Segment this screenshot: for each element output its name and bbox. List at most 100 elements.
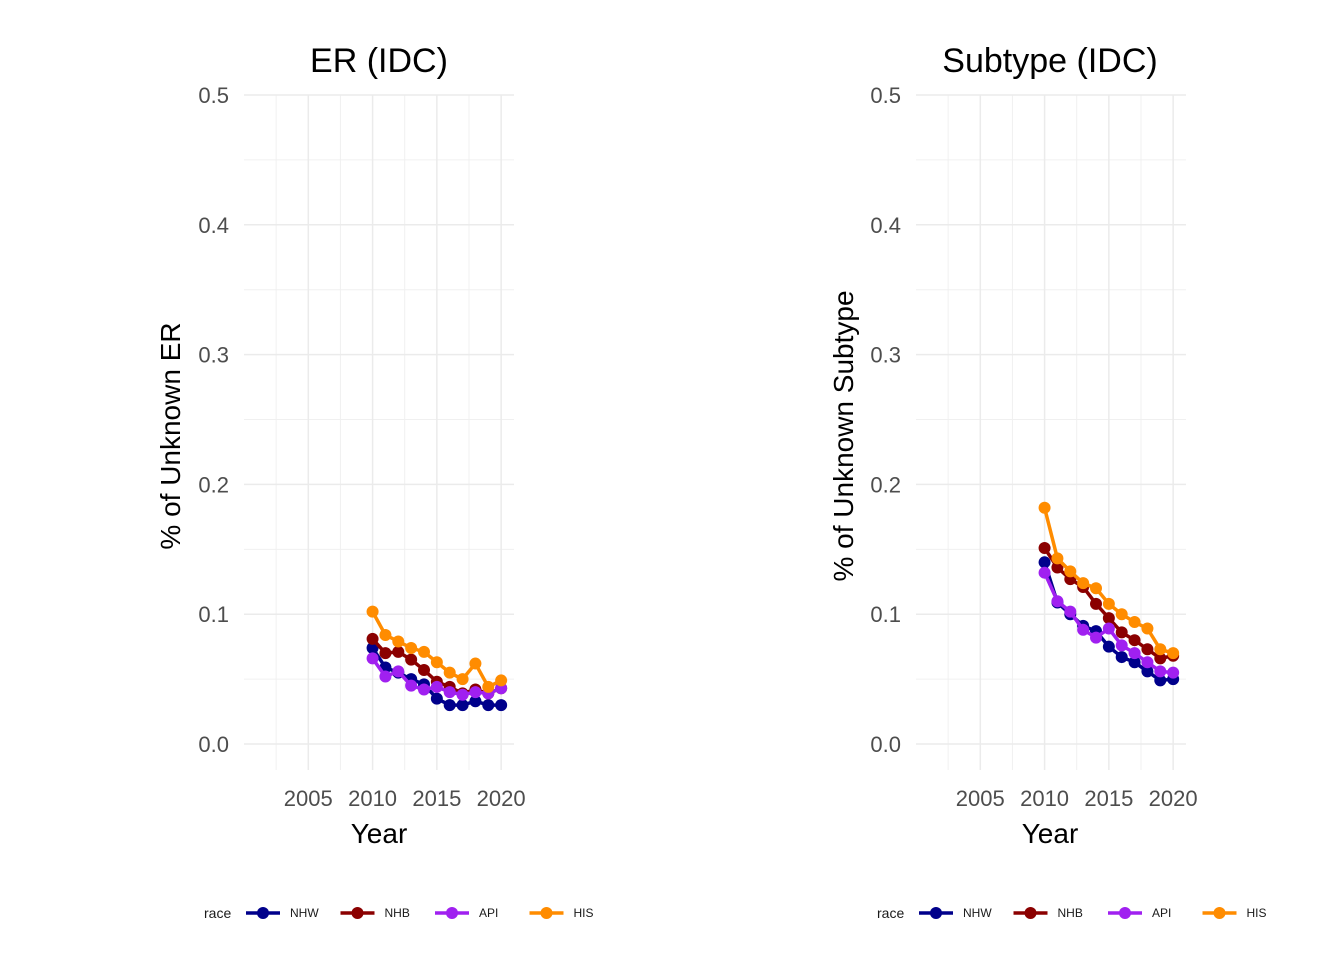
legend-label: NHW xyxy=(290,906,319,920)
y-tick-label: 0.3 xyxy=(198,343,229,368)
legend-key-marker xyxy=(351,907,364,919)
data-point xyxy=(1115,651,1128,664)
data-point xyxy=(392,665,405,678)
x-tick-label: 2020 xyxy=(1149,786,1198,811)
y-tick-label: 0.5 xyxy=(870,83,901,108)
data-point xyxy=(366,632,379,645)
y-tick-label: 0.4 xyxy=(198,213,229,238)
data-point xyxy=(1064,565,1077,578)
y-tick-label: 0.0 xyxy=(198,732,229,757)
data-point xyxy=(1090,631,1102,644)
data-point xyxy=(1038,542,1051,555)
data-point xyxy=(405,641,418,654)
legend-title: race xyxy=(877,905,904,921)
data-point xyxy=(1115,608,1128,621)
legend-key-marker xyxy=(257,907,269,919)
y-tick-label: 0.3 xyxy=(870,343,901,368)
legend-key-marker xyxy=(446,907,458,919)
data-point xyxy=(495,699,508,712)
x-axis-label: Year xyxy=(1022,818,1079,849)
data-point xyxy=(495,674,508,687)
legend-item-api: API xyxy=(435,906,498,920)
y-tick-label: 0.5 xyxy=(198,83,229,108)
data-point xyxy=(456,673,469,686)
data-point xyxy=(366,605,379,618)
chart-title: Subtype (IDC) xyxy=(942,42,1157,80)
data-point xyxy=(430,692,443,705)
x-tick-label: 2015 xyxy=(412,786,461,811)
series-his xyxy=(1038,501,1180,660)
chart-panel-1: ER (IDC) 0.0 0.1 0.2 0.3 0.4 0.5 2005 2010 2015 20… xyxy=(155,42,594,921)
data-point xyxy=(1038,556,1051,569)
legend-item-his: HIS xyxy=(1202,906,1267,920)
data-point xyxy=(1154,674,1167,687)
data-point xyxy=(379,647,392,660)
data-point xyxy=(469,657,482,670)
legend-key-marker xyxy=(1119,907,1131,919)
y-tick-label: 0.1 xyxy=(198,602,229,627)
y-tick-label: 0.4 xyxy=(870,213,901,238)
y-axis-label: % of Unknown Subtype xyxy=(828,290,859,581)
legend-item-nhb: NHB xyxy=(340,906,410,920)
y-axis-label: % of Unknown ER xyxy=(155,322,186,549)
legend-label: HIS xyxy=(574,906,594,920)
legend: race NHW NHB API HIS xyxy=(204,905,594,921)
legend-label: API xyxy=(1152,906,1171,920)
data-point xyxy=(1154,652,1167,665)
data-point xyxy=(405,653,418,666)
data-point xyxy=(1102,612,1115,625)
series-api xyxy=(1038,566,1180,679)
legend-key-marker xyxy=(930,907,942,919)
data-point xyxy=(366,652,379,665)
legend-key-marker xyxy=(1213,907,1226,919)
y-tick-label: 0.0 xyxy=(870,732,901,757)
y-tick-label: 0.1 xyxy=(870,602,901,627)
data-point xyxy=(1051,595,1064,608)
data-point xyxy=(1128,647,1141,660)
data-point xyxy=(1090,597,1102,610)
data-point xyxy=(1167,647,1180,660)
data-point xyxy=(430,680,443,693)
data-point xyxy=(1128,616,1141,629)
x-tick-label: 2005 xyxy=(284,786,333,811)
data-point xyxy=(392,635,405,648)
data-point xyxy=(443,699,456,712)
data-point xyxy=(456,699,469,712)
data-point xyxy=(443,666,456,679)
chart-title: ER (IDC) xyxy=(310,42,448,80)
data-point xyxy=(418,664,430,677)
x-tick-label: 2020 xyxy=(477,786,526,811)
data-point xyxy=(1051,561,1064,574)
legend-title: race xyxy=(204,905,231,921)
data-point xyxy=(482,680,495,693)
data-point xyxy=(456,688,469,701)
data-point xyxy=(1077,623,1090,636)
data-point xyxy=(1038,501,1051,514)
data-point xyxy=(443,686,456,699)
x-tick-label: 2010 xyxy=(1020,786,1069,811)
legend-label: NHW xyxy=(963,906,992,920)
data-point xyxy=(1141,665,1154,678)
y-tick-label: 0.2 xyxy=(198,472,229,497)
y-tick-label: 0.2 xyxy=(870,472,901,497)
data-point xyxy=(379,670,392,683)
data-point xyxy=(1167,666,1180,679)
legend: race NHW NHB API HIS xyxy=(877,905,1267,921)
data-point xyxy=(1141,643,1154,656)
legend-label: NHB xyxy=(1058,906,1083,920)
x-tick-label: 2010 xyxy=(348,786,397,811)
data-point xyxy=(1064,605,1077,618)
legend-key-marker xyxy=(540,907,553,919)
legend-item-his: HIS xyxy=(529,906,594,920)
data-point xyxy=(1102,597,1115,610)
series-his xyxy=(366,605,508,693)
x-axis-label: Year xyxy=(351,818,408,849)
data-point xyxy=(1115,626,1128,639)
chart-panel-2: Subtype (IDC) 0.0 0.1 0.2 0.3 0.4 0.5 2005 2010 2… xyxy=(828,42,1267,921)
data-point xyxy=(418,683,430,696)
data-point xyxy=(1102,622,1115,635)
data-point xyxy=(1128,656,1141,669)
legend-item-nhb: NHB xyxy=(1013,906,1083,920)
data-point xyxy=(469,695,482,708)
